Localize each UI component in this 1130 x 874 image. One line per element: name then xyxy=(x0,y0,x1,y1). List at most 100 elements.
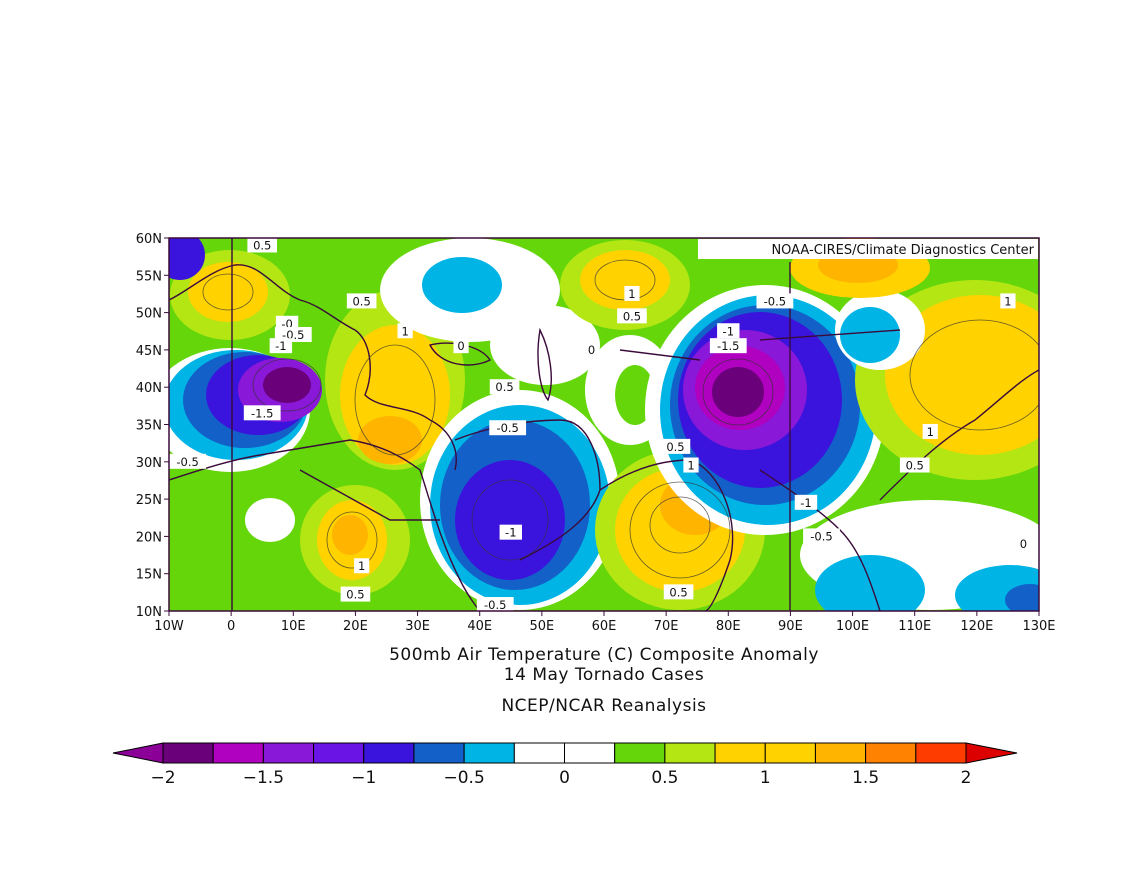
contour-label-text: 1 xyxy=(1004,294,1011,308)
contour-label-box xyxy=(354,558,370,574)
lat-tick-label: 35N xyxy=(136,419,162,434)
contour-label: -0.5 xyxy=(756,293,794,309)
contour-label: 1 xyxy=(624,285,640,301)
title-line-2: 14 May Tornado Cases xyxy=(504,665,704,685)
warm-anomaly-levant xyxy=(358,416,422,464)
contour-line xyxy=(471,479,549,561)
contour-label-box xyxy=(1015,535,1032,551)
contour-label: -0.5 xyxy=(489,420,527,436)
warm-anomaly-kazakhstan-core xyxy=(580,250,670,310)
lon-tick-label: 50E xyxy=(529,619,554,634)
contour-label: 0.5 xyxy=(346,293,377,309)
neutral-west-africa xyxy=(245,498,295,542)
contour-label-box xyxy=(243,405,281,421)
colorbar-segment xyxy=(363,742,415,764)
contour-label-text: -1 xyxy=(505,526,516,540)
contour-label: 1 xyxy=(397,323,413,339)
contour-label-text: 0 xyxy=(1020,537,1027,551)
longitude-axis: 10W 0 10E 20E 30E 40E 50E 60E 70E 80E 90E 100E 110E 1… xyxy=(154,611,1056,634)
contour-label-text: 0.5 xyxy=(669,585,687,599)
colorbar-tick-label: 0 xyxy=(559,768,570,788)
colorbar-segment xyxy=(564,742,616,764)
contour-label: -0.5 xyxy=(803,528,840,544)
cold-patch-russia xyxy=(422,257,502,313)
colorbar-segment xyxy=(664,742,716,764)
colorbar-tick-label: 1 xyxy=(760,768,771,788)
warm-anomaly-west-europe-core xyxy=(188,262,268,322)
contour-label-text: 1 xyxy=(358,559,365,573)
colorbar-segment xyxy=(463,742,515,764)
lon-tick-label: 80E xyxy=(716,619,741,634)
contour-label-box xyxy=(803,528,840,544)
contour-label: 0.5 xyxy=(247,238,278,253)
coastline-india xyxy=(599,459,734,611)
contour-label-text: 0 xyxy=(457,339,464,353)
contour-label: -1 xyxy=(794,494,818,510)
contour-label-box xyxy=(717,323,740,339)
contour-line xyxy=(252,358,322,412)
colorbar xyxy=(112,742,1018,764)
contour-line xyxy=(326,511,378,569)
contour-line xyxy=(702,358,774,426)
contour-label-box xyxy=(899,457,930,473)
contour-label: 0.5 xyxy=(489,379,520,395)
lon-tick-label: 70E xyxy=(654,619,679,634)
cold-anomaly-tibet-center xyxy=(712,367,764,417)
contour-label: 0.5 xyxy=(660,438,691,454)
contour-label-box xyxy=(624,285,640,301)
contour-label: 0.5 xyxy=(899,457,930,473)
colorbar-segment xyxy=(614,742,666,764)
colorbar-segment xyxy=(865,742,917,764)
colorbar-arrow-left xyxy=(112,742,164,764)
lon-tick-label: 30E xyxy=(405,619,430,634)
contour-label: -1 xyxy=(499,524,522,540)
lat-tick-label: 40N xyxy=(136,381,162,396)
colorbar-segment xyxy=(714,742,766,764)
contour-label: 1 xyxy=(922,423,938,439)
contour-label-box xyxy=(489,420,527,436)
lon-tick-label: 10W xyxy=(154,619,184,634)
map-panel: 0.50.51-0-0.5-1-1.5-0.500.5-0.5-1-0.510.… xyxy=(169,238,1039,611)
contour-label: 0 xyxy=(453,338,469,354)
contour-label-box xyxy=(499,524,522,540)
contour-label-box xyxy=(756,293,794,309)
contour-label-box xyxy=(476,597,514,611)
contour-label-text: 0.5 xyxy=(623,309,641,323)
colorbar-segment xyxy=(513,742,565,764)
colorbar-segment xyxy=(764,742,816,764)
contour-label-box xyxy=(489,379,520,395)
country-borders xyxy=(231,238,901,611)
contour-label: 0.5 xyxy=(617,308,647,324)
contour-label: 0.5 xyxy=(663,584,694,600)
lat-tick-label: 25N xyxy=(136,493,162,508)
contour-line xyxy=(649,496,711,554)
contour-label-text: -1 xyxy=(723,324,734,338)
contour-label-text: -0.5 xyxy=(810,529,832,543)
cold-patch-pacific-core xyxy=(1005,584,1039,611)
contour-label: -1.5 xyxy=(243,405,281,421)
contour-label-box xyxy=(1000,293,1016,309)
cold-anomaly-arabia-core xyxy=(455,460,565,580)
lat-tick-label: 15N xyxy=(136,568,162,583)
colorbar-tick-label: −0.5 xyxy=(443,768,484,788)
contour-label: 1 xyxy=(1000,293,1016,309)
neutral-caspian xyxy=(490,305,600,385)
contour-line xyxy=(909,319,1039,431)
lat-tick-label: 45N xyxy=(136,344,162,359)
contour-label-text: -0.5 xyxy=(496,421,518,435)
contour-label-text: -1.5 xyxy=(717,339,739,353)
contour-label-box xyxy=(660,438,691,454)
colorbar-arrow-right xyxy=(965,742,1018,764)
contour-label-text: 1 xyxy=(401,324,408,338)
contour-label-text: 1 xyxy=(687,459,694,473)
lon-tick-label: 40E xyxy=(467,619,492,634)
contour-label-text: 0.5 xyxy=(253,238,271,252)
credit-box xyxy=(698,239,1038,259)
contour-label-box xyxy=(169,453,207,469)
lat-tick-label: 20N xyxy=(136,530,162,545)
cold-patch-mongolia xyxy=(840,307,900,363)
lat-tick-label: 60N xyxy=(136,232,162,247)
contour-label-text: -1 xyxy=(800,496,811,510)
contour-label-text: 0.5 xyxy=(346,588,364,602)
